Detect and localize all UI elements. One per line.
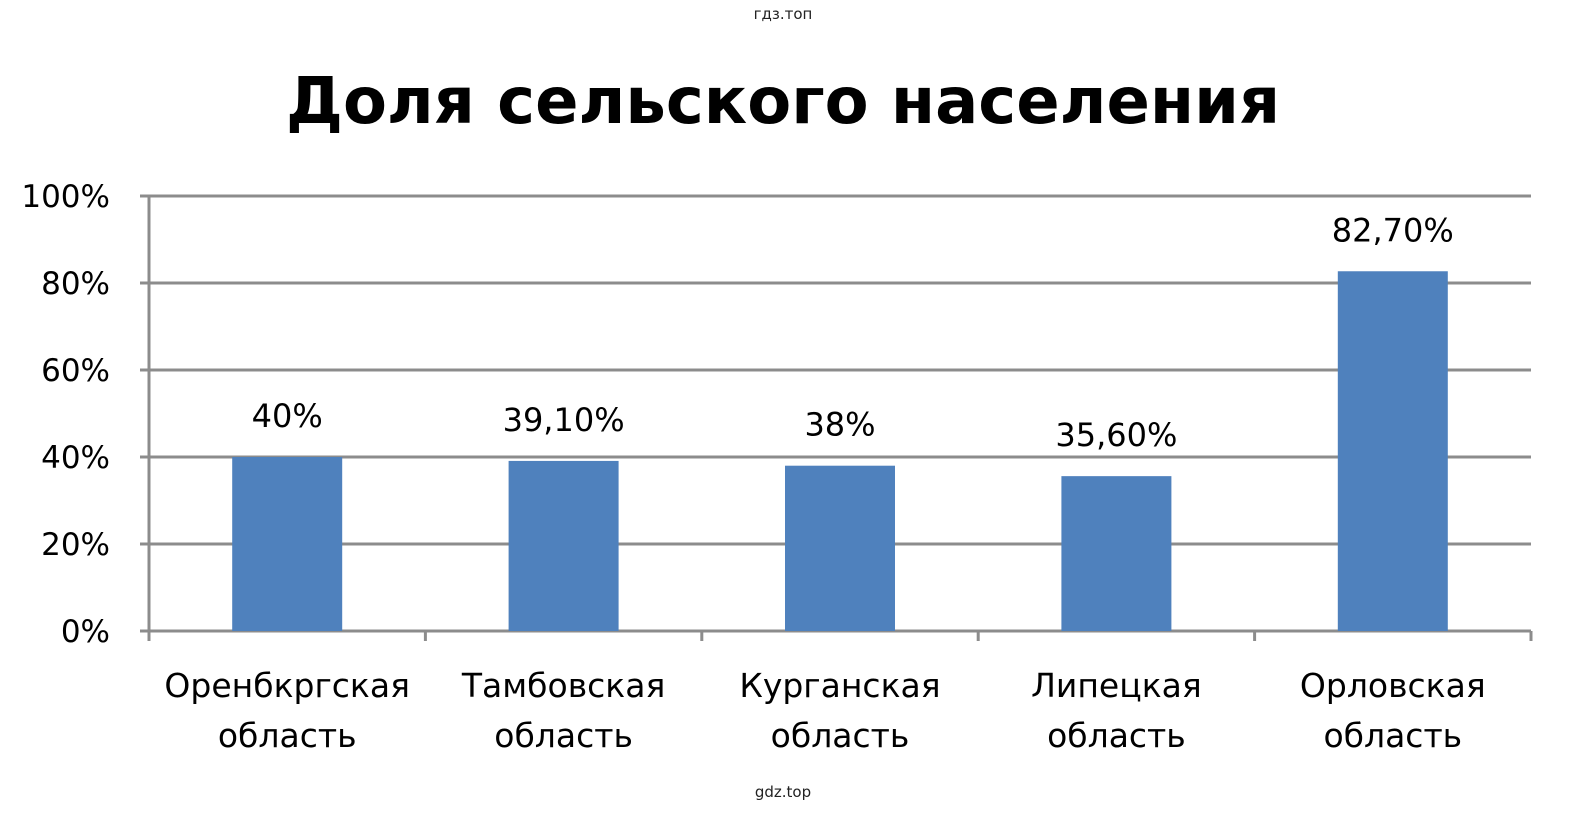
data-label: 82,70% — [1332, 211, 1454, 249]
data-label: 40% — [252, 397, 323, 435]
data-label: 35,60% — [1055, 416, 1177, 454]
category-label: область — [494, 716, 633, 755]
category-label: область — [771, 716, 910, 755]
category-label: Курганская — [739, 666, 940, 705]
bar — [232, 457, 343, 631]
category-label: Оренбкргская — [164, 666, 410, 705]
category-label: область — [1047, 716, 1186, 755]
y-tick-label: 40% — [41, 440, 110, 476]
watermark-bottom: gdz.top — [754, 783, 812, 801]
data-label: 38% — [804, 406, 875, 444]
y-tick-label: 20% — [41, 527, 110, 563]
category-label: Тамбовская — [461, 666, 665, 705]
category-label: Орловская — [1300, 666, 1486, 705]
y-tick-label: 100% — [21, 179, 110, 215]
y-tick-label: 80% — [41, 266, 110, 302]
bar — [1061, 476, 1172, 631]
bar — [1337, 271, 1448, 631]
chart-title: Доля сельского населения — [286, 65, 1280, 139]
category-label: область — [218, 716, 357, 755]
category-label: Липецкая — [1031, 666, 1202, 705]
watermark-top: гдз.топ — [753, 5, 813, 23]
bar — [508, 460, 619, 631]
bar — [785, 465, 895, 631]
y-tick-label: 60% — [41, 353, 110, 389]
y-tick-label: 0% — [61, 614, 110, 650]
data-label: 39,10% — [503, 401, 625, 439]
category-label: область — [1323, 716, 1462, 755]
